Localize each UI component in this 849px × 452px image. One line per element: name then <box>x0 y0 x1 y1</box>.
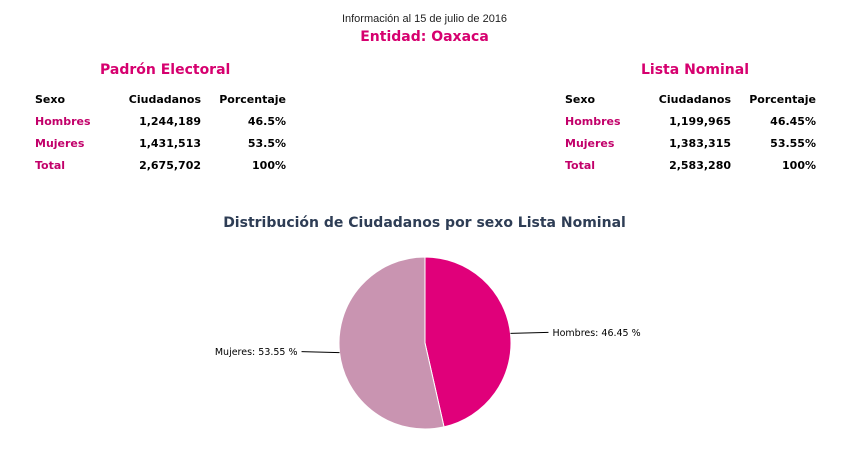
padron-header-row: Sexo Ciudadanos Porcentaje <box>35 88 286 110</box>
lista-col-porcentaje: Porcentaje <box>749 92 816 106</box>
chart-title: Distribución de Ciudadanos por sexo List… <box>223 215 626 231</box>
leader-line-mujeres <box>301 351 340 354</box>
padron-col-porcentaje: Porcentaje <box>219 92 286 106</box>
padron-col-sexo: Sexo <box>35 92 66 106</box>
row-label: Hombres <box>565 114 621 128</box>
pie-slice-hombres <box>424 256 512 428</box>
lista-header-row: Sexo Ciudadanos Porcentaje <box>565 88 816 110</box>
lista-table: Sexo Ciudadanos Porcentaje Hombres 1,199… <box>565 88 816 176</box>
padron-title: Padrón Electoral <box>100 62 231 78</box>
table-row: Total 2,675,702 100% <box>35 154 286 176</box>
lista-title: Lista Nominal <box>641 62 750 78</box>
row-pct: 100% <box>252 158 286 172</box>
slice-label-mujeres: Mujeres: 53.55 % <box>215 347 298 358</box>
table-row: Total 2,583,280 100% <box>565 154 816 176</box>
row-count: 1,383,315 <box>669 136 731 150</box>
padron-table: Sexo Ciudadanos Porcentaje Hombres 1,244… <box>35 88 286 176</box>
lista-col-ciudadanos: Ciudadanos <box>658 92 731 106</box>
table-row: Hombres 1,199,965 46.45% <box>565 110 816 132</box>
row-pct: 46.5% <box>247 114 286 128</box>
row-pct: 53.5% <box>247 136 286 150</box>
row-count: 2,583,280 <box>669 158 731 172</box>
row-count: 2,675,702 <box>139 158 201 172</box>
info-date: Información al 15 de julio de 2016 <box>341 13 508 25</box>
row-label: Mujeres <box>565 136 615 150</box>
row-label: Total <box>565 158 596 172</box>
table-row: Mujeres 1,383,315 53.55% <box>565 132 816 154</box>
row-count: 1,199,965 <box>669 114 731 128</box>
row-pct: 46.45% <box>770 114 816 128</box>
entity-title: Entidad: Oaxaca <box>360 29 489 45</box>
table-row: Hombres 1,244,189 46.5% <box>35 110 286 132</box>
lista-col-sexo: Sexo <box>565 92 596 106</box>
row-label: Mujeres <box>35 136 85 150</box>
row-label: Hombres <box>35 114 91 128</box>
slice-label-hombres: Hombres: 46.45 % <box>552 328 640 339</box>
padron-col-ciudadanos: Ciudadanos <box>128 92 201 106</box>
row-label: Total <box>35 158 66 172</box>
table-row: Mujeres 1,431,513 53.5% <box>35 132 286 154</box>
row-pct: 100% <box>782 158 816 172</box>
leader-line-hombres <box>510 331 549 334</box>
row-count: 1,431,513 <box>139 136 201 150</box>
row-count: 1,244,189 <box>139 114 201 128</box>
row-pct: 53.55% <box>770 136 816 150</box>
